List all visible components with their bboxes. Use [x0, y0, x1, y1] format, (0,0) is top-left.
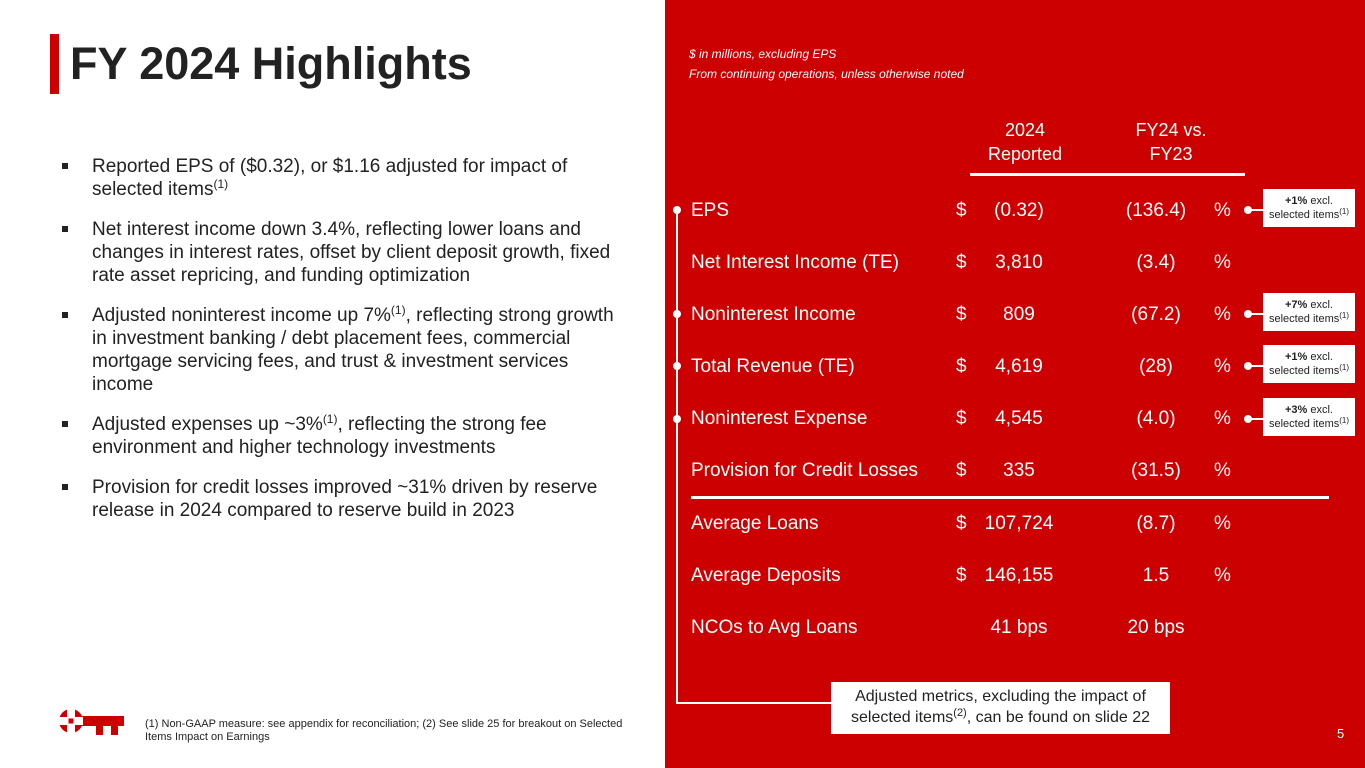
callout-line	[1248, 209, 1263, 211]
key-logo-icon	[59, 709, 124, 735]
table-row: NCOs to Avg Loans 41 bps 20 bps	[691, 617, 1185, 638]
callout-total-revenue: +1% excl. selected items(1)	[1263, 345, 1355, 383]
adjusted-metrics-box: Adjusted metrics, excluding the impact o…	[831, 682, 1170, 734]
column-header-change: FY24 vs. FY23	[1135, 120, 1207, 164]
column-header-reported: 2024 Reported	[987, 120, 1063, 164]
page-number: 5	[1337, 726, 1345, 741]
callout-line	[1248, 313, 1263, 315]
connector-line	[676, 210, 678, 704]
title-accent-bar	[50, 34, 59, 94]
table-row: Noninterest Expense $ 4,545 (4.0) %	[691, 408, 1231, 429]
connector-dot	[673, 206, 681, 214]
highlights-list: Reported EPS of ($0.32), or $1.16 adjust…	[60, 155, 630, 539]
table-row: Total Revenue (TE) $ 4,619 (28) %	[691, 356, 1231, 377]
table-divider	[691, 496, 1329, 499]
callout-noninterest-income: +7% excl. selected items(1)	[1263, 293, 1355, 331]
bullet-square-icon	[62, 163, 68, 169]
table-row: Average Deposits $ 146,155 1.5 %	[691, 565, 1231, 586]
bullet-square-icon	[62, 484, 68, 490]
right-panel: $ in millions, excluding EPS From contin…	[665, 0, 1365, 768]
footnote: (1) Non-GAAP measure: see appendix for r…	[145, 718, 623, 743]
connector-line	[676, 702, 834, 704]
list-item: Reported EPS of ($0.32), or $1.16 adjust…	[60, 155, 630, 201]
table-row: Provision for Credit Losses $ 335 (31.5)…	[691, 460, 1231, 481]
callout-line	[1248, 418, 1263, 420]
list-item: Net interest income down 3.4%, reflectin…	[60, 218, 630, 287]
table-row: Net Interest Income (TE) $ 3,810 (3.4) %	[691, 252, 1231, 273]
connector-dot	[673, 362, 681, 370]
callout-eps: +1% excl. selected items(1)	[1263, 189, 1355, 227]
table-row: Average Loans $ 107,724 (8.7) %	[691, 513, 1231, 534]
list-item: Adjusted noninterest income up 7%(1), re…	[60, 304, 630, 396]
callout-noninterest-expense: +3% excl. selected items(1)	[1263, 398, 1355, 436]
bullet-square-icon	[62, 421, 68, 427]
units-note: $ in millions, excluding EPS	[689, 47, 837, 61]
list-item: Provision for credit losses improved ~31…	[60, 476, 630, 522]
bullet-square-icon	[62, 226, 68, 232]
left-panel: FY 2024 Highlights Reported EPS of ($0.3…	[0, 0, 665, 768]
table-row: Noninterest Income $ 809 (67.2) %	[691, 304, 1231, 325]
page-title: FY 2024 Highlights	[70, 38, 472, 89]
column-header-underline	[1084, 173, 1245, 176]
scope-note: From continuing operations, unless other…	[689, 67, 964, 81]
callout-line	[1248, 365, 1263, 367]
table-row: EPS $ (0.32) (136.4) %	[691, 200, 1231, 221]
connector-dot	[673, 310, 681, 318]
connector-dot	[673, 415, 681, 423]
list-item: Adjusted expenses up ~3%(1), reflecting …	[60, 413, 630, 459]
bullet-square-icon	[62, 312, 68, 318]
column-header-underline	[970, 173, 1090, 176]
